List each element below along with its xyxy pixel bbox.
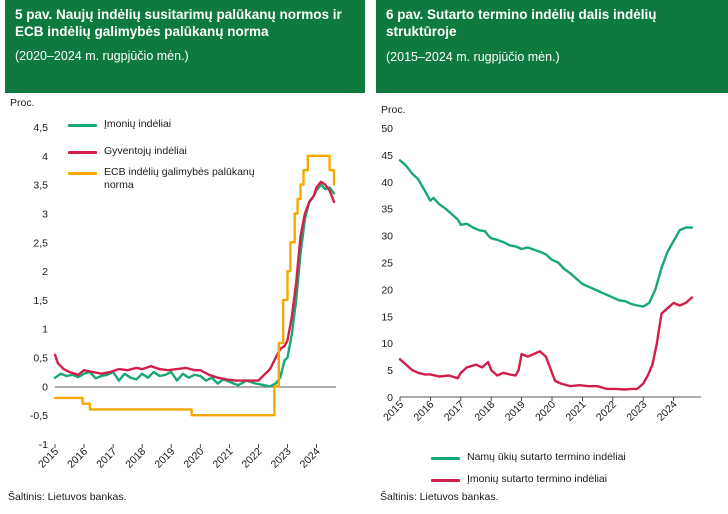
y-tick-label: 3,5: [33, 180, 48, 192]
y-axis-label: Proc.: [10, 97, 35, 109]
y-tick-label: 30: [381, 231, 393, 243]
y-axis-label: Proc.: [381, 104, 406, 116]
y-tick-label: 0,5: [33, 353, 48, 365]
y-tick-label: 50: [381, 123, 393, 135]
right-chart-source: Šaltinis: Lietuvos bankas.: [380, 491, 499, 503]
legend-label: Įmonių indėliai: [104, 118, 172, 130]
y-tick-label: 25: [381, 258, 393, 270]
legend-label: Namų ūkių sutarto termino indėliai: [467, 451, 626, 463]
y-tick-label: 2: [42, 266, 48, 278]
x-tick-label: 2023: [624, 399, 649, 424]
y-tick-label: 3: [42, 208, 48, 220]
series-line-red: [398, 296, 694, 391]
right-chart-panel: 6 pav. Sutarto termino indėlių dalis ind…: [376, 0, 728, 93]
series-line-green: [398, 159, 694, 308]
x-tick-label: 2020: [533, 399, 558, 424]
y-tick-label: 15: [381, 311, 393, 323]
x-tick-label: 2018: [472, 399, 497, 424]
y-tick-label: 5: [387, 365, 393, 377]
legend-item-namu-ukiu: Namų ūkių sutarto termino indėliai: [431, 451, 626, 464]
x-tick-label: 2015: [381, 399, 406, 424]
left-chart-legend: Įmonių indėliai Gyventojų indėliai ECB i…: [68, 118, 274, 192]
y-tick-label: -0,5: [30, 410, 48, 422]
y-tick-label: 0: [387, 392, 393, 404]
legend-label: Gyventojų indėliai: [104, 145, 187, 157]
legend-label: Įmonių sutarto termino indėliai: [467, 473, 608, 485]
series-line-orange: [53, 154, 336, 417]
right-chart-legend: Namų ūkių sutarto termino indėliai Įmoni…: [431, 451, 626, 486]
x-tick-label: 2017: [442, 399, 467, 424]
y-tick-label: 2,5: [33, 237, 48, 249]
right-chart-title: 6 pav. Sutarto termino indėlių dalis ind…: [386, 7, 657, 39]
y-tick-label: 1: [42, 324, 48, 336]
y-tick-label: 20: [381, 284, 393, 296]
right-chart-header: 6 pav. Sutarto termino indėlių dalis ind…: [376, 0, 728, 93]
y-tick-label: 0: [42, 381, 48, 393]
left-chart-title: 5 pav. Naujų indėlių susitarimų palūkanų…: [15, 7, 342, 39]
left-chart-panel: 5 pav. Naujų indėlių susitarimų palūkanų…: [5, 0, 365, 93]
y-tick-label: 4,5: [33, 122, 48, 134]
y-tick-label: 35: [381, 204, 393, 216]
legend-swatch-orange: [68, 172, 97, 175]
legend-item-ecb: ECB indėlių galimybės palūkanų norma: [68, 166, 274, 192]
y-tick-label: 10: [381, 338, 393, 350]
legend-label: ECB indėlių galimybės palūkanų norma: [104, 166, 255, 191]
y-tick-label: 40: [381, 177, 393, 189]
y-tick-label: 4: [42, 151, 48, 163]
legend-swatch-red: [68, 151, 97, 154]
series-line-red: [53, 180, 336, 382]
x-tick-label: 2021: [564, 399, 589, 424]
legend-item-gyventoju: Gyventojų indėliai: [68, 145, 274, 158]
legend-item-imoniu-sutarto: Įmonių sutarto termino indėliai: [431, 473, 626, 486]
series-line-green: [53, 183, 336, 388]
left-chart-header: 5 pav. Naujų indėlių susitarimų palūkanų…: [5, 0, 365, 93]
left-chart-source: Šaltinis: Lietuvos bankas.: [8, 491, 127, 503]
legend-swatch-green: [68, 124, 97, 127]
x-tick-label: 2022: [594, 399, 619, 424]
y-tick-label: 1,5: [33, 295, 48, 307]
y-tick-label: 45: [381, 150, 393, 162]
legend-swatch-red: [431, 479, 460, 482]
right-chart-subtitle: (2015–2024 m. rugpjūčio mėn.): [386, 50, 560, 64]
x-tick-label: 2024: [655, 399, 680, 424]
y-tick-label: -1: [39, 439, 48, 451]
left-chart-subtitle: (2020–2024 m. rugpjūčio mėn.): [15, 49, 189, 63]
x-tick-label: 2016: [412, 399, 437, 424]
legend-item-imoniu: Įmonių indėliai: [68, 118, 274, 131]
x-tick-label: 2019: [503, 399, 528, 424]
legend-swatch-green: [431, 457, 460, 460]
